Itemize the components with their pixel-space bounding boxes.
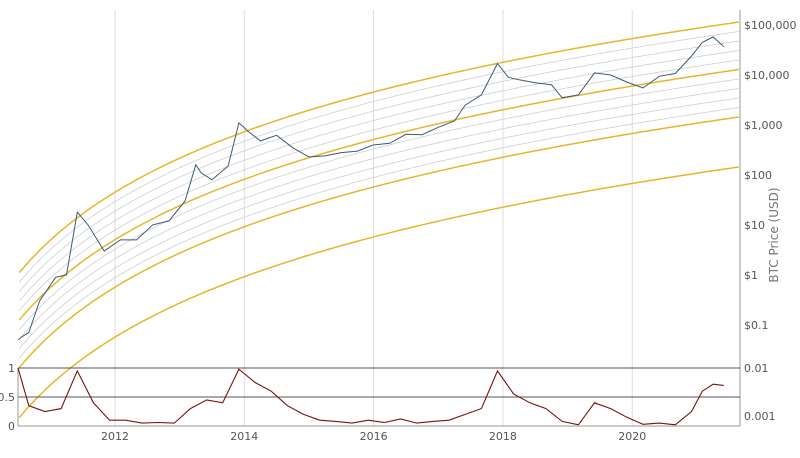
band-2	[18, 97, 739, 349]
oscillator-right-tick-label: 0.001	[744, 410, 776, 423]
y-axis-label: BTC Price (USD)	[767, 187, 781, 282]
x-tick-label: 2020	[618, 430, 646, 443]
oscillator-tick-label: 1	[8, 362, 15, 375]
x-tick-label: 2014	[230, 430, 258, 443]
y-axis-tick-labels: $0.1 $1 $10 $100 $1,000 $10,000 $100,000 0 0.5 1 0…	[0, 19, 797, 433]
price-tick-label: $1,000	[744, 119, 783, 132]
x-tick-label: 2016	[360, 430, 388, 443]
band-3	[18, 88, 739, 340]
price-tick-label: $0.1	[744, 319, 769, 332]
oscillator-series	[17, 367, 724, 426]
oscillator-right-tick-label: 0.01	[744, 362, 769, 375]
band-10	[18, 21, 740, 274]
price-tick-label: $1	[744, 269, 758, 282]
price-tick-label: $100,000	[744, 19, 797, 32]
band-0	[18, 116, 740, 369]
x-tick-label: 2018	[489, 430, 517, 443]
band-support	[18, 166, 740, 418]
band-9	[18, 31, 739, 283]
vertical-grid	[114, 10, 633, 426]
price-tick-label: $100	[744, 169, 772, 182]
x-axis-tick-labels: 2012 2014 2016 2018 2020	[101, 430, 646, 443]
band-4	[18, 78, 739, 330]
btc-price-series	[17, 36, 725, 341]
x-tick-label: 2012	[101, 430, 129, 443]
band-1	[18, 107, 739, 359]
price-tick-label: $10	[744, 219, 765, 232]
plot-frame	[17, 10, 741, 427]
log-regression-bands	[18, 21, 740, 418]
oscillator-tick-label: 0.5	[0, 391, 15, 404]
band-8	[18, 40, 739, 292]
oscillator-tick-label: 0	[8, 420, 15, 433]
price-tick-label: $10,000	[744, 69, 790, 82]
band-7	[18, 50, 739, 302]
band-5	[18, 68, 740, 321]
